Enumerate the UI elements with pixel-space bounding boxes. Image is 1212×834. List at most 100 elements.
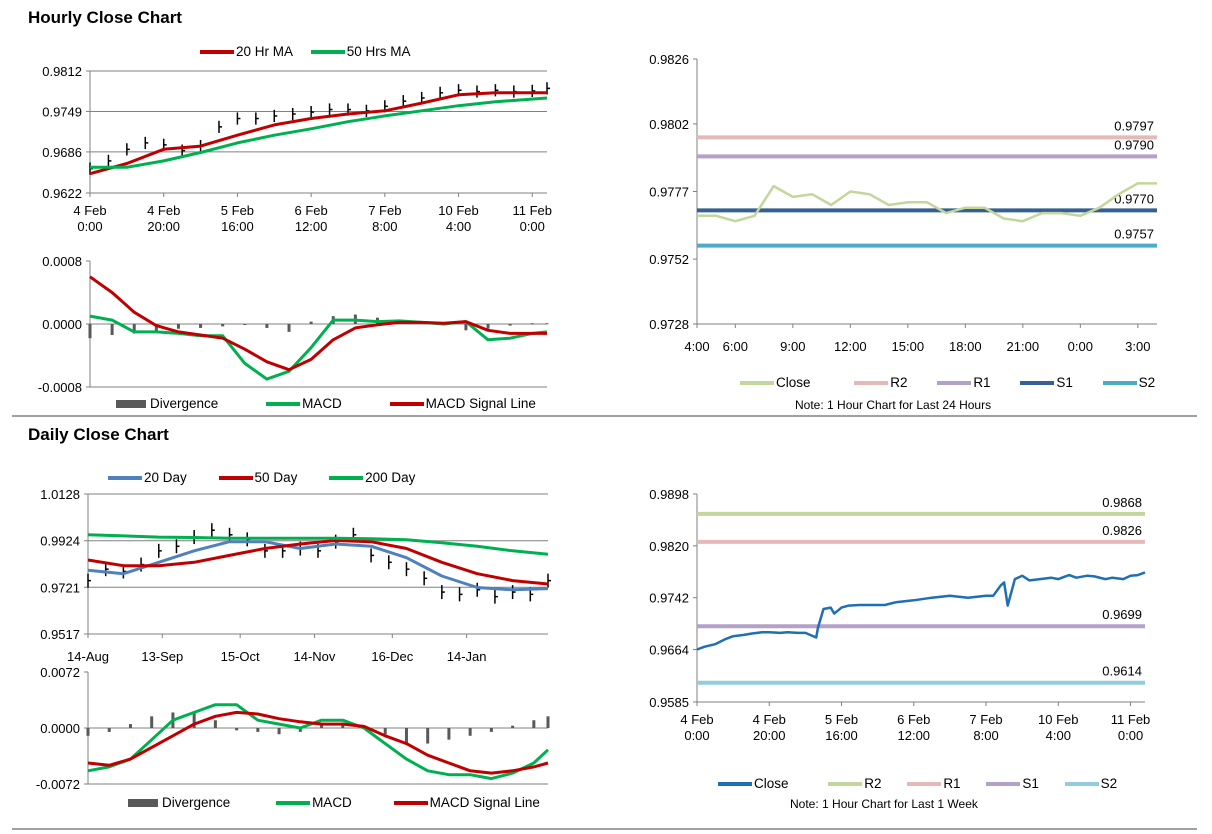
legend-swatch	[393, 801, 428, 806]
divergence-bar	[86, 728, 90, 736]
divergence-bar	[277, 728, 281, 735]
divergence-bar	[511, 725, 515, 728]
legend-label: S2	[1100, 776, 1118, 791]
legend-swatch	[854, 381, 889, 386]
x-tick-label: 20:00	[753, 728, 786, 743]
x-tick-label: 0:00	[77, 219, 102, 234]
divergence-bar	[546, 716, 550, 728]
x-tick-label: 13-Sep	[141, 649, 183, 664]
legend-label: MACD Signal Line	[429, 795, 540, 810]
legend-item-20-day: 20 Day	[108, 470, 187, 485]
divergence-bar	[199, 324, 203, 328]
y-tick-label: 0.9686	[42, 145, 82, 160]
level-label-r1: 0.9790	[1114, 137, 1154, 152]
divergence-bar	[383, 728, 387, 735]
legend-label: MACD Signal Line	[425, 396, 536, 411]
legend-item-divergence: Divergence	[116, 396, 218, 411]
divergence-bar	[256, 728, 260, 732]
level-label-r2: 0.9797	[1114, 118, 1154, 133]
divergence-bar	[309, 321, 313, 324]
weekly-levels-note: Note: 1 Hour Chart for Last 1 Week	[790, 797, 978, 811]
y-tick-label: 0.9826	[649, 52, 689, 67]
legend-item-macd-signal: MACD Signal Line	[393, 795, 540, 810]
x-tick-label: 6 Feb	[295, 203, 328, 218]
hourly-macd-legend: Divergence MACD MACD Signal Line	[116, 396, 550, 411]
daily-price-legend: 20 Day 50 Day 200 Day	[108, 470, 429, 485]
legend-label: S2	[1138, 375, 1156, 390]
legend-item-s1: S1	[1020, 375, 1073, 390]
series-line-50-hrs-ma	[90, 96, 548, 169]
y-tick-label: 0.9742	[649, 591, 689, 606]
y-tick-label: 0.9622	[42, 186, 82, 201]
daily-macd-legend: Divergence MACD MACD Signal Line	[128, 795, 554, 810]
legend-swatch	[200, 50, 234, 55]
level-label-r2: 0.9868	[1102, 495, 1142, 510]
x-tick-label: 16:00	[221, 219, 254, 234]
divergence-bar	[88, 324, 92, 339]
divergence-bar	[287, 324, 291, 332]
divergence-bar	[530, 323, 534, 325]
divergence-bar	[243, 324, 247, 325]
divergence-bar	[447, 728, 451, 740]
x-tick-label: 4 Feb	[753, 712, 786, 727]
legend-item-r2: R2	[828, 776, 882, 791]
x-tick-label: 5 Feb	[825, 712, 858, 727]
x-tick-label: 4 Feb	[147, 203, 180, 218]
legend-label: R1	[943, 776, 961, 791]
x-tick-label: 12:00	[898, 728, 931, 743]
x-tick-label: 4 Feb	[680, 712, 713, 727]
y-tick-label: 0.9728	[649, 317, 689, 332]
y-tick-label: 0.9898	[649, 487, 689, 502]
x-tick-label: 14-Nov	[294, 649, 336, 664]
level-label-s2: 0.9757	[1114, 227, 1154, 242]
x-tick-label: 9:00	[780, 339, 805, 354]
series-line-macd-signal-line	[87, 710, 549, 775]
divergence-bar	[110, 324, 114, 336]
divergence-bar	[320, 724, 324, 728]
x-tick-label: 20:00	[147, 219, 180, 234]
series-line-200-day	[87, 533, 549, 556]
y-tick-label: 0.9585	[649, 695, 689, 710]
x-tick-label: 14-Aug	[67, 649, 109, 664]
y-tick-label: 0.9777	[649, 185, 689, 200]
x-tick-label: 6 Feb	[897, 712, 930, 727]
legend-label: Divergence	[162, 795, 231, 810]
divergence-bar	[468, 728, 472, 736]
divergence-bar	[404, 728, 408, 744]
series-line-macd	[87, 703, 550, 781]
hourly-levels-note: Note: 1 Hour Chart for Last 24 Hours	[795, 398, 992, 412]
x-tick-label: 21:00	[1007, 339, 1040, 354]
divergence-bar	[128, 724, 132, 728]
bottom-divider	[12, 828, 1197, 830]
y-tick-label: 0.9721	[40, 580, 80, 595]
x-tick-label: 0:00	[1118, 728, 1143, 743]
y-tick-label: 0.9802	[649, 117, 689, 132]
divergence-bar	[489, 728, 493, 732]
legend-swatch	[718, 782, 752, 787]
y-tick-label: -0.0008	[38, 380, 82, 395]
divergence-bar	[176, 324, 180, 329]
y-tick-label: 0.9820	[649, 539, 689, 554]
legend-swatch	[986, 782, 1021, 787]
legend-item-s2: S2	[1064, 776, 1118, 791]
daily-section-title: Daily Close Chart	[28, 425, 169, 444]
x-tick-label: 11 Feb	[513, 203, 553, 218]
legend-item-r1: R1	[937, 375, 991, 390]
x-tick-label: 7 Feb	[368, 203, 401, 218]
x-tick-label: 4:00	[446, 219, 471, 234]
x-tick-label: 10 Feb	[1038, 712, 1078, 727]
legend-item-r2: R2	[854, 375, 908, 390]
level-label-s1: 0.9699	[1102, 607, 1142, 622]
x-tick-label: 12:00	[834, 339, 867, 354]
legend-swatch	[907, 782, 942, 787]
y-tick-label: 0.0008	[42, 254, 82, 269]
legend-swatch	[1102, 381, 1137, 386]
divergence-bar	[132, 324, 136, 334]
legend-label: Close	[776, 375, 811, 390]
x-tick-label: 0:00	[520, 219, 545, 234]
legend-swatch	[128, 799, 158, 808]
legend-item-macd: MACD	[266, 396, 342, 411]
level-label-r1: 0.9826	[1102, 523, 1142, 538]
x-tick-label: 10 Feb	[438, 203, 478, 218]
